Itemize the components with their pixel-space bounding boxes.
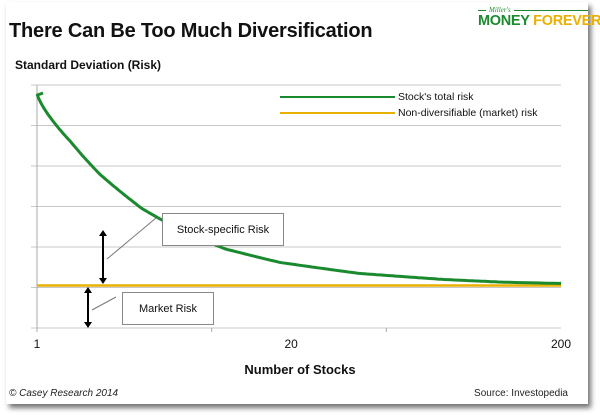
market-risk-arrow-head-top	[84, 287, 92, 293]
stock-specific-leader-line	[106, 217, 157, 260]
legend: Stock's total risk Non-diversifiable (ma…	[280, 89, 537, 121]
series-line-total-risk	[35, 91, 561, 285]
stock-specific-risk-arrow-head-bottom	[99, 278, 107, 284]
y-axis-label: Standard Deviation (Risk)	[15, 58, 162, 72]
chart-card	[6, 2, 588, 404]
stock-specific-risk-arrow-head-top	[99, 230, 107, 236]
annotation-market-risk: Market Risk	[122, 292, 214, 325]
legend-item-total-risk: Stock's total risk	[280, 89, 537, 105]
market-risk-arrow-head-bottom	[84, 322, 92, 328]
logo-wordmark: MONEY FOREVER	[478, 13, 600, 29]
legend-swatch-total-risk	[280, 96, 395, 98]
market-risk-leader-line	[91, 296, 117, 311]
source-credit: Source: Investopedia	[474, 388, 568, 399]
legend-item-market-risk: Non-diversifiable (market) risk	[280, 105, 537, 121]
x-tick-label: 1	[34, 337, 41, 351]
copyright-credit: © Casey Research 2014	[9, 388, 119, 399]
logo-tagline: Miller's	[478, 6, 588, 14]
x-tick-label: 20	[284, 337, 298, 351]
x-tick-label: 200	[551, 337, 571, 351]
annotation-stock-specific-risk: Stock-specific Risk	[162, 213, 284, 246]
brand-logo: Miller's MONEY FOREVER	[478, 6, 600, 29]
chart-title: There Can Be Too Much Diversification	[9, 20, 373, 42]
legend-swatch-market-risk	[280, 112, 395, 114]
x-axis-label: Number of Stocks	[244, 362, 356, 377]
